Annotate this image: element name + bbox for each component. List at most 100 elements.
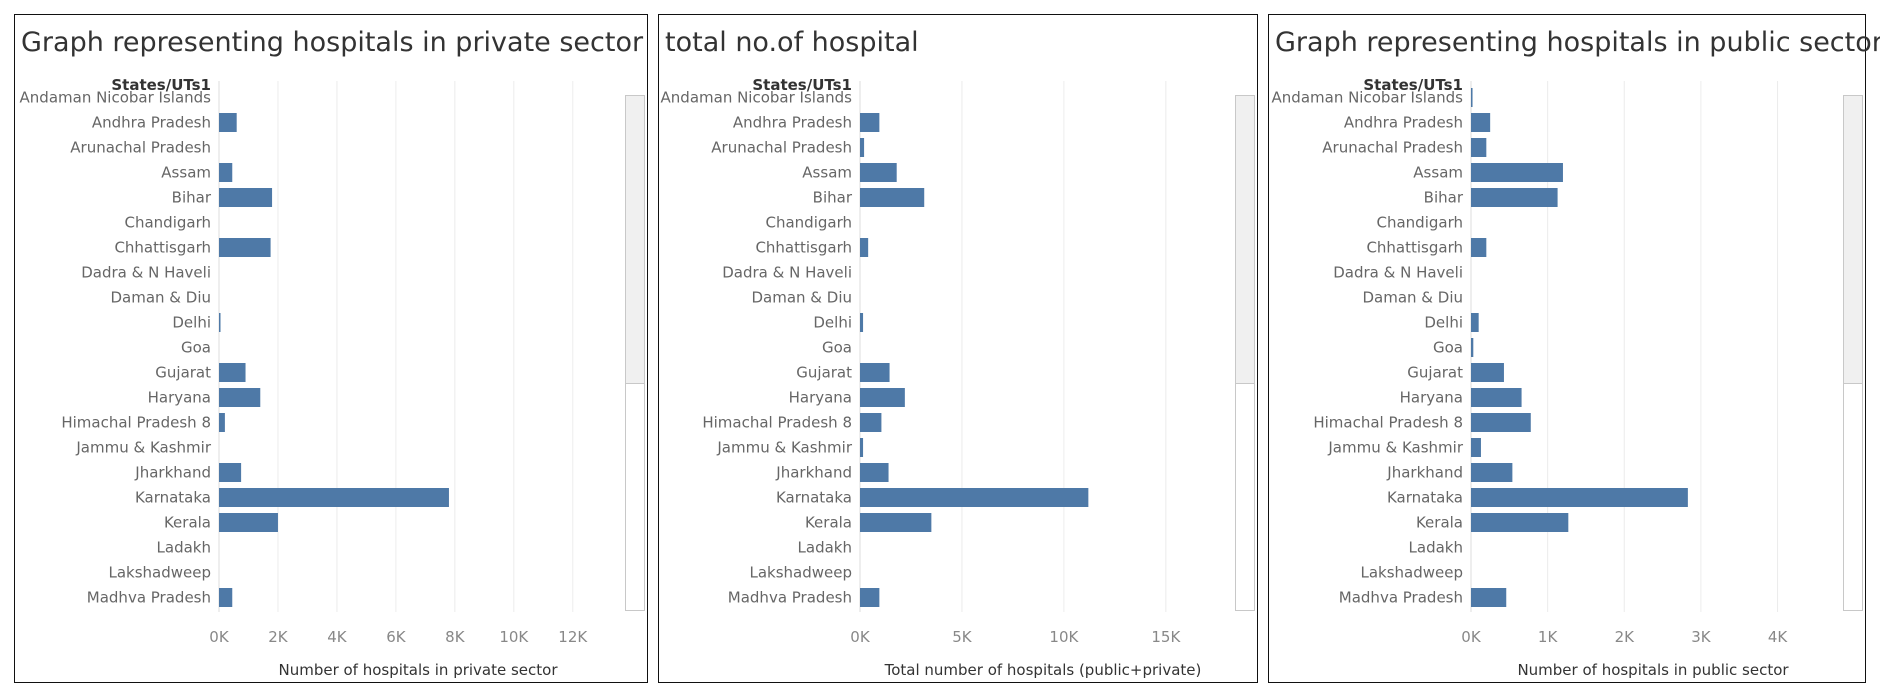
bar[interactable] (860, 363, 890, 382)
x-tick-label: 4K (1768, 628, 1789, 646)
category-label: Jharkhand (134, 464, 211, 482)
scrollbar[interactable] (1843, 95, 1863, 611)
category-label: Chhattisgarh (755, 239, 852, 257)
bar[interactable] (1471, 463, 1513, 482)
category-label: Goa (1433, 339, 1463, 357)
bar[interactable] (1471, 363, 1504, 382)
bar[interactable] (860, 313, 864, 332)
category-label: Himachal Pradesh 8 (61, 414, 211, 432)
bar[interactable] (860, 513, 932, 532)
bar[interactable] (1471, 163, 1563, 182)
x-tick-label: 2K (1615, 628, 1636, 646)
x-tick-label: 10K (1049, 628, 1079, 646)
bar[interactable] (1471, 388, 1522, 407)
bar[interactable] (219, 363, 246, 382)
bar[interactable] (219, 163, 233, 182)
bar[interactable] (1471, 113, 1491, 132)
bar[interactable] (860, 163, 897, 182)
category-label: Karnataka (135, 489, 211, 507)
bar[interactable] (1471, 413, 1531, 432)
bar[interactable] (1471, 513, 1569, 532)
bar[interactable] (1471, 488, 1688, 507)
x-tick-label: 12K (558, 628, 588, 646)
category-label: Chandigarh (1377, 214, 1464, 232)
bar[interactable] (219, 513, 278, 532)
bar[interactable] (219, 188, 273, 207)
chart-title: total no.of hospital (665, 27, 919, 58)
category-label: Haryana (148, 389, 211, 407)
bar[interactable] (219, 113, 237, 132)
scrollbar[interactable] (625, 95, 645, 611)
bar[interactable] (1471, 438, 1481, 457)
row-header: States/UTs1 (1363, 76, 1463, 94)
bar[interactable] (1471, 588, 1507, 607)
category-label: Andaman Nicobar Islands (1272, 89, 1464, 107)
bar[interactable] (860, 413, 882, 432)
bar[interactable] (860, 188, 925, 207)
bar[interactable] (860, 113, 880, 132)
bar[interactable] (219, 588, 233, 607)
bar[interactable] (860, 588, 880, 607)
chart-title: Graph representing hospitals in private … (21, 27, 644, 58)
bar[interactable] (1471, 313, 1479, 332)
bar[interactable] (1471, 188, 1558, 207)
x-tick-label: 0K (850, 628, 871, 646)
scrollbar[interactable] (1235, 95, 1255, 611)
category-label: Dadra & N Haveli (1333, 264, 1463, 282)
bar[interactable] (219, 238, 271, 257)
category-label: Gujarat (1407, 364, 1463, 382)
bar[interactable] (219, 413, 225, 432)
scrollbar-thumb[interactable] (626, 96, 644, 384)
category-label: Ladakh (1409, 539, 1463, 557)
category-label: Karnataka (1387, 489, 1463, 507)
category-label: Delhi (1424, 314, 1463, 332)
x-tick-label: 0K (1461, 628, 1482, 646)
row-header: States/UTs1 (752, 76, 852, 94)
bar[interactable] (219, 388, 261, 407)
x-tick-label: 5K (952, 628, 973, 646)
x-tick-label: 2K (268, 628, 289, 646)
category-label: Himachal Pradesh 8 (702, 414, 852, 432)
category-label: Andhra Pradesh (92, 114, 211, 132)
category-label: Jharkhand (1386, 464, 1463, 482)
category-label: Madhva Pradesh (728, 589, 852, 607)
category-label: Lakshadweep (108, 564, 211, 582)
category-label: Kerala (1416, 514, 1463, 532)
x-tick-label: 15K (1151, 628, 1181, 646)
scrollbar-thumb[interactable] (1844, 96, 1862, 384)
category-label: Daman & Diu (1362, 289, 1463, 307)
category-label: Bihar (172, 189, 212, 207)
bar[interactable] (1471, 238, 1487, 257)
x-tick-label: 6K (386, 628, 407, 646)
bar[interactable] (860, 438, 864, 457)
category-label: Bihar (1424, 189, 1464, 207)
scrollbar-thumb[interactable] (1236, 96, 1254, 384)
chart-title: Graph representing hospitals in public s… (1275, 27, 1880, 58)
category-label: Ladakh (157, 539, 211, 557)
category-label: Chandigarh (766, 214, 853, 232)
category-label: Kerala (805, 514, 852, 532)
bar[interactable] (219, 313, 221, 332)
category-label: Haryana (1400, 389, 1463, 407)
category-label: Andhra Pradesh (1344, 114, 1463, 132)
bar[interactable] (860, 463, 889, 482)
bar[interactable] (1471, 138, 1487, 157)
x-axis-title: Total number of hospitals (public+privat… (884, 661, 1202, 679)
category-label: Andaman Nicobar Islands (20, 89, 212, 107)
category-label: Bihar (813, 189, 853, 207)
bar[interactable] (1471, 88, 1473, 107)
category-label: Jammu & Kashmir (75, 439, 211, 457)
bar[interactable] (1471, 338, 1474, 357)
bar[interactable] (860, 388, 905, 407)
x-tick-label: 1K (1538, 628, 1559, 646)
category-label: Chhattisgarh (114, 239, 211, 257)
bar[interactable] (860, 488, 1089, 507)
bar[interactable] (219, 488, 449, 507)
chart-panel-private: Graph representing hospitals in private … (14, 14, 648, 683)
bar[interactable] (860, 238, 869, 257)
bar[interactable] (219, 463, 242, 482)
category-label: Delhi (172, 314, 211, 332)
bar[interactable] (860, 138, 865, 157)
